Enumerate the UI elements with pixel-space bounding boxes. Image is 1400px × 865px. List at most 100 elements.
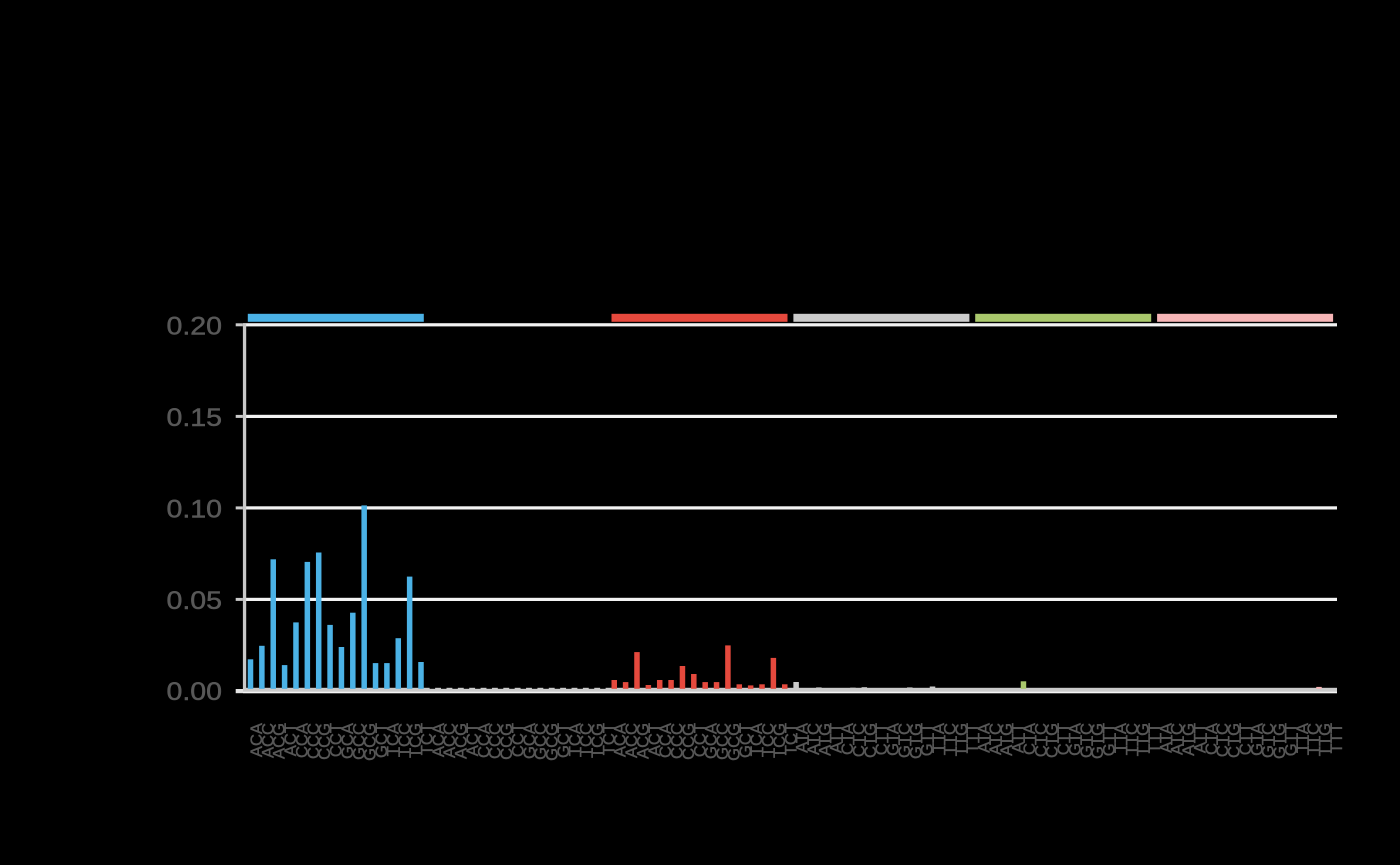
svg-text:TTC: TTC	[1304, 723, 1323, 755]
svg-text:TCA: TCA	[565, 722, 584, 756]
svg-text:GCA: GCA	[702, 722, 721, 759]
svg-text:GTA: GTA	[1247, 722, 1266, 756]
svg-text:ATT: ATT	[827, 723, 846, 753]
svg-text:ACT: ACT	[645, 723, 664, 756]
svg-text:ACG: ACG	[270, 723, 289, 759]
svg-text:GTT: GTT	[1281, 723, 1300, 756]
svg-text:TTA: TTA	[1293, 722, 1312, 753]
svg-text:CTG: CTG	[861, 723, 880, 758]
svg-text:GTC: GTC	[895, 723, 914, 758]
svg-text:GCG: GCG	[724, 723, 743, 761]
svg-text:GCT: GCT	[736, 723, 755, 758]
svg-text:ATT: ATT	[1190, 723, 1209, 753]
svg-text:GCA: GCA	[338, 722, 357, 759]
svg-text:CCG: CCG	[497, 723, 516, 760]
svg-text:TTC: TTC	[1122, 723, 1141, 755]
svg-text:CCC: CCC	[486, 723, 505, 759]
svg-text:GTT: GTT	[1100, 723, 1119, 756]
svg-text:TCA: TCA	[747, 722, 766, 756]
svg-text:TTC: TTC	[940, 723, 959, 755]
svg-text:ATC: ATC	[804, 723, 823, 755]
svg-text:CTG: CTG	[1225, 723, 1244, 758]
svg-text:ACC: ACC	[622, 723, 641, 758]
svg-text:CTT: CTT	[1236, 723, 1255, 755]
svg-text:TTG: TTG	[1316, 723, 1335, 756]
svg-text:CCT: CCT	[327, 723, 346, 757]
svg-text:TTT: TTT	[1327, 723, 1346, 753]
svg-text:GCG: GCG	[543, 723, 562, 761]
svg-text:0.00: 0.00	[167, 678, 223, 706]
svg-text:ATT: ATT	[1009, 723, 1028, 753]
svg-text:TTA: TTA	[929, 722, 948, 753]
svg-text:CTC: CTC	[849, 723, 868, 757]
svg-text:GCG: GCG	[361, 723, 380, 761]
svg-text:ATA: ATA	[1156, 722, 1175, 753]
svg-text:TCT: TCT	[781, 723, 800, 755]
svg-text:GTG: GTG	[906, 723, 925, 759]
svg-text:GCC: GCC	[713, 723, 732, 760]
svg-text:ATA: ATA	[974, 722, 993, 753]
svg-text:ATG: ATG	[815, 723, 834, 756]
svg-text:TCC: TCC	[395, 723, 414, 757]
svg-text:TCG: TCG	[406, 723, 425, 758]
svg-text:GCA: GCA	[520, 722, 539, 759]
svg-text:CTC: CTC	[1031, 723, 1050, 757]
svg-text:TCT: TCT	[599, 723, 618, 755]
svg-text:ACG: ACG	[633, 723, 652, 759]
svg-text:CCA: CCA	[474, 722, 493, 758]
svg-text:CTC: CTC	[1213, 723, 1232, 757]
svg-text:CTA: CTA	[1202, 722, 1221, 755]
svg-text:0.05: 0.05	[167, 587, 223, 615]
svg-text:ACC: ACC	[258, 723, 277, 758]
svg-text:CCG: CCG	[679, 723, 698, 760]
svg-text:TTA: TTA	[1111, 722, 1130, 753]
svg-text:0.20: 0.20	[167, 312, 223, 340]
svg-text:ATG: ATG	[1179, 723, 1198, 756]
svg-text:0.10: 0.10	[167, 496, 223, 524]
svg-text:CTA: CTA	[838, 722, 857, 755]
svg-text:TCG: TCG	[588, 723, 607, 758]
svg-text:ATA: ATA	[793, 722, 812, 753]
svg-text:CTG: CTG	[1043, 723, 1062, 758]
svg-text:CTT: CTT	[1054, 723, 1073, 755]
svg-text:ATG: ATG	[997, 723, 1016, 756]
svg-text:CCG: CCG	[315, 723, 334, 760]
svg-text:CCT: CCT	[508, 723, 527, 757]
svg-text:TTG: TTG	[1134, 723, 1153, 756]
svg-text:TCG: TCG	[770, 723, 789, 758]
svg-text:GCT: GCT	[372, 723, 391, 758]
svg-text:CTT: CTT	[872, 723, 891, 755]
svg-text:TTT: TTT	[963, 723, 982, 753]
svg-text:GCC: GCC	[349, 723, 368, 760]
svg-text:ACC: ACC	[440, 723, 459, 758]
svg-text:CTA: CTA	[1020, 722, 1039, 755]
svg-text:GTC: GTC	[1259, 723, 1278, 758]
svg-text:ACT: ACT	[463, 723, 482, 756]
svg-text:ACG: ACG	[452, 723, 471, 759]
svg-text:0.15: 0.15	[167, 404, 223, 432]
svg-text:TTT: TTT	[1145, 723, 1164, 753]
svg-text:ATC: ATC	[1168, 723, 1187, 755]
svg-text:CCT: CCT	[690, 723, 709, 757]
svg-text:GTG: GTG	[1088, 723, 1107, 759]
svg-text:GTA: GTA	[1065, 722, 1084, 756]
svg-text:TCC: TCC	[577, 723, 596, 757]
svg-text:GTC: GTC	[1077, 723, 1096, 758]
svg-text:CCC: CCC	[668, 723, 687, 759]
svg-text:GCT: GCT	[554, 723, 573, 758]
svg-text:TTG: TTG	[952, 723, 971, 756]
svg-text:GTT: GTT	[918, 723, 937, 756]
svg-text:ACA: ACA	[429, 722, 448, 757]
svg-text:ACA: ACA	[247, 722, 266, 757]
svg-text:TCC: TCC	[759, 723, 778, 757]
svg-text:CCA: CCA	[292, 722, 311, 758]
svg-text:TCA: TCA	[383, 722, 402, 756]
svg-text:CCA: CCA	[656, 722, 675, 758]
svg-text:CCC: CCC	[304, 723, 323, 759]
svg-text:ATC: ATC	[986, 723, 1005, 755]
svg-text:ACA: ACA	[611, 722, 630, 757]
svg-text:TCT: TCT	[418, 723, 437, 755]
svg-text:ACT: ACT	[281, 723, 300, 756]
svg-text:GCC: GCC	[531, 723, 550, 760]
svg-text:GTG: GTG	[1270, 723, 1289, 759]
